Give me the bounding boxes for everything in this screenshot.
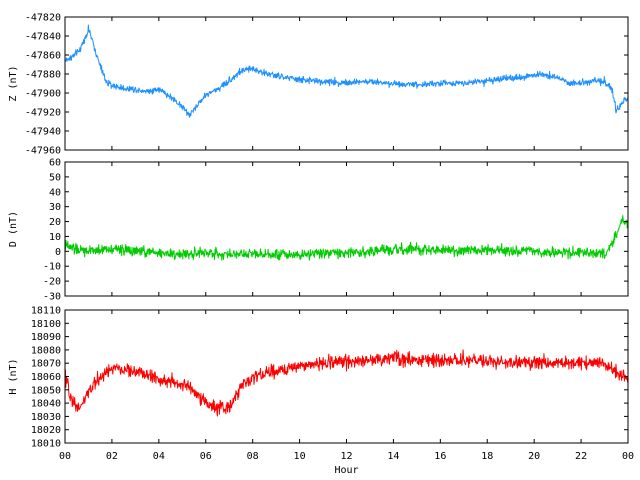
x-axis-label: Hour [334,465,358,476]
x-tick-label: 16 [434,451,446,462]
x-tick-label: 22 [575,451,587,462]
x-tick-label: 14 [387,451,399,462]
plot-frame-d [64,161,629,297]
y-tick-label-h: 18080 [31,345,61,356]
y-axis-label-z: Z (nT) [8,65,19,101]
y-tick-label-h: 18010 [31,439,61,450]
y-axis-label-h: H (nT) [8,358,19,394]
x-tick-label: 08 [247,451,259,462]
y-tick-label-z: -47940 [25,127,61,138]
x-tick-label: 10 [294,451,306,462]
panel-z: -47820 -47840 -47860 -47880 -47900 -47920 -479… [8,13,629,157]
y-tick-label-d: -10 [43,262,61,273]
y-tick-label-d: 50 [49,172,61,183]
x-tick-label: 02 [106,451,118,462]
y-axis-label-d: D (nT) [8,211,19,247]
panel-d: 60 50 40 30 20 10 0 -10 -20 -30 D (nT) [8,158,629,303]
y-tick-label-d: 30 [49,202,61,213]
y-tick-label-d: 40 [49,187,61,198]
x-tick-label: 06 [200,451,212,462]
y-tick-label-z: -47860 [25,51,61,62]
y-tick-label-h: 18070 [31,359,61,370]
y-tick-label-d: -20 [43,277,61,288]
x-tick-label: 18 [481,451,493,462]
panel-h: 1811018100180901808018070180601805018040… [8,306,634,477]
series-line-z [64,24,629,118]
y-tick-label-z: -47920 [25,108,61,119]
y-tick-label-h: 18040 [31,399,61,410]
y-tick-label-z: -47960 [25,146,61,157]
x-tick-label: 00 [622,451,634,462]
y-tick-label-z: -47900 [25,89,61,100]
y-tick-label-h: 18090 [31,332,61,343]
y-tick-label-h: 18030 [31,412,61,423]
y-tick-label-d: 60 [49,158,61,169]
y-tick-label-z: -47840 [25,32,61,43]
y-tick-label-z: -47820 [25,13,61,24]
series-line-h [64,349,629,417]
series-line-d [64,214,629,261]
y-tick-label-d: 0 [55,247,61,258]
y-tick-label-d: -30 [43,292,61,303]
x-tick-label: 12 [340,451,352,462]
y-tick-label-h: 18020 [31,425,61,436]
x-tick-label: 20 [528,451,540,462]
plot-frame-h [64,309,629,444]
y-tick-label-z: -47880 [25,70,61,81]
x-tick-label: 00 [59,451,71,462]
y-tick-label-d: 20 [49,217,61,228]
y-tick-label-h: 18110 [31,306,61,317]
y-tick-label-h: 18050 [31,385,61,396]
y-tick-label-h: 18100 [31,319,61,330]
y-tick-label-h: 18060 [31,372,61,383]
x-tick-label: 04 [153,451,165,462]
y-tick-label-d: 10 [49,232,61,243]
